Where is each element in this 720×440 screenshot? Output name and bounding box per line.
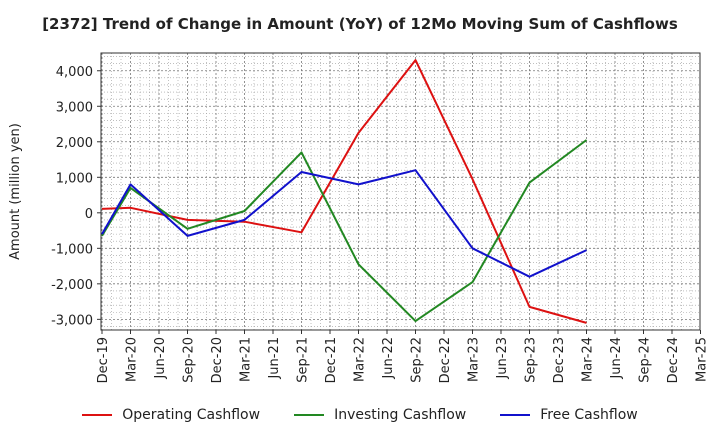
x-tick-label: Sep-22 [410, 337, 425, 383]
x-tick-label: Sep-24 [638, 337, 653, 383]
x-tick-label: Jun-23 [495, 337, 510, 380]
x-tick-label: Dec-21 [324, 337, 339, 383]
x-tick-label: Dec-19 [96, 337, 111, 383]
legend-swatch [294, 414, 325, 416]
plot-background [101, 53, 700, 330]
x-tick-label: Mar-24 [581, 337, 596, 382]
y-tick-label: 3,000 [56, 100, 93, 115]
legend-label: Operating Cashflow [122, 407, 261, 423]
x-tick-label: Mar-21 [239, 337, 254, 382]
legend-label: Free Cashflow [540, 407, 638, 423]
x-tick-label: Mar-20 [125, 337, 140, 382]
x-tick-label: Sep-20 [182, 337, 197, 383]
x-tick-label: Mar-23 [467, 337, 482, 382]
y-axis-label: Amount (million yen) [8, 123, 23, 260]
series-line-operating-cashflow [101, 59, 587, 324]
x-tick-label: Mar-25 [695, 337, 710, 382]
y-tick-label: 0 [85, 207, 93, 222]
x-tick-label: Sep-23 [524, 337, 539, 383]
y-tick-label: -3,000 [51, 313, 93, 328]
x-tick-label: Dec-20 [210, 337, 225, 383]
y-tick-label: 4,000 [56, 65, 93, 80]
y-tick-label: -1,000 [51, 242, 93, 257]
legend-item: Investing Cashflow [294, 407, 466, 423]
legend-item: Operating Cashflow [82, 407, 260, 423]
x-tick-label: Dec-23 [552, 337, 567, 383]
legend: Operating Cashflow Investing Cashflow Free… [0, 405, 720, 425]
legend-swatch [500, 414, 531, 416]
legend-label: Investing Cashflow [334, 407, 467, 423]
x-tick-label: Jun-22 [381, 337, 396, 380]
x-tick-label: Dec-24 [666, 337, 681, 383]
legend-swatch [82, 414, 113, 416]
legend-item: Free Cashflow [500, 407, 638, 423]
x-tick-label: Dec-22 [438, 337, 453, 383]
x-tick-label: Mar-22 [353, 337, 368, 382]
y-tick-label: -2,000 [51, 278, 93, 293]
x-tick-label: Jun-21 [267, 337, 282, 380]
x-tick-label: Sep-21 [296, 337, 311, 383]
chart-title: [2372] Trend of Change in Amount (YoY) o… [42, 15, 678, 33]
plot-frame [100, 52, 701, 331]
x-tick-label: Jun-20 [153, 337, 168, 380]
series-line-investing-cashflow [101, 139, 588, 323]
y-tick-label: 2,000 [56, 136, 93, 151]
series-line-free-cashflow [101, 169, 587, 278]
x-tick-label: Jun-24 [609, 337, 624, 380]
y-tick-label: 1,000 [56, 171, 93, 186]
